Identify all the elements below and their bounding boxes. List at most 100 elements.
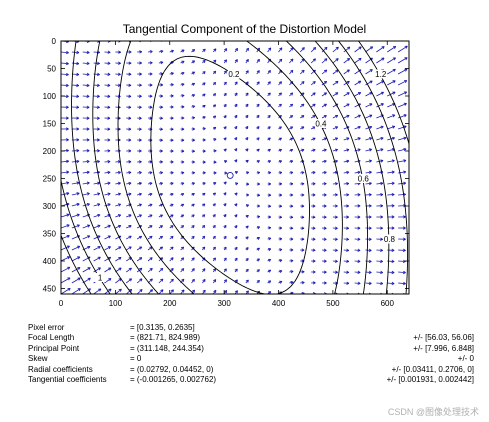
arrow-head — [138, 116, 142, 120]
displacement-arrow — [398, 171, 406, 174]
arrow-head — [170, 214, 174, 218]
displacement-arrow — [332, 137, 338, 141]
arrow-head — [65, 72, 69, 77]
arrow-head — [234, 235, 238, 240]
arrow-head — [323, 215, 327, 219]
arrow-head — [289, 115, 294, 119]
arrow-head — [234, 268, 238, 272]
arrow-head — [416, 35, 419, 37]
arrow-head — [404, 45, 408, 49]
displacement-arrow — [408, 183, 409, 184]
arrow-head — [334, 215, 338, 219]
y-tick-label: 400 — [43, 257, 57, 266]
arrow-head — [181, 49, 185, 53]
arrow-head — [191, 268, 195, 272]
arrow-head — [97, 61, 100, 65]
arrow-head — [415, 137, 418, 140]
displacement-arrow — [82, 224, 90, 229]
displacement-arrow — [354, 126, 361, 130]
arrow-head — [278, 148, 283, 152]
arrow-head — [402, 270, 406, 275]
arrow-head — [223, 192, 227, 196]
arrow-head — [170, 116, 174, 120]
arrow-head — [138, 105, 142, 109]
arrow-head — [334, 237, 338, 241]
displacement-arrow — [354, 160, 361, 163]
arrow-head — [128, 138, 132, 142]
arrow-head — [159, 182, 163, 186]
arrow-head — [380, 226, 383, 230]
arrow-head — [170, 235, 174, 239]
arrow-head — [191, 82, 196, 86]
arrow-head — [246, 193, 250, 197]
arrow-head — [223, 70, 227, 74]
arrow-head — [301, 148, 305, 152]
displacement-arrow — [354, 271, 361, 273]
arrow-head — [170, 72, 174, 76]
arrow-head — [312, 281, 316, 285]
arrow-head — [267, 160, 272, 164]
arrow-head — [149, 181, 153, 186]
arrow-head — [334, 137, 339, 141]
contour-label: 0.8 — [384, 235, 396, 244]
arrow-head — [223, 137, 227, 141]
displacement-arrow — [332, 69, 339, 75]
displacement-arrow — [136, 289, 143, 294]
arrow-head — [212, 104, 217, 108]
arrow-head — [191, 289, 196, 293]
arrow-head — [213, 149, 217, 153]
arrow-head — [212, 257, 216, 261]
displacement-arrow — [310, 47, 317, 53]
arrow-head — [234, 59, 238, 63]
arrow-head — [159, 246, 164, 250]
arrow-head — [312, 193, 316, 197]
arrow-head — [245, 257, 249, 262]
arrow-head — [66, 159, 69, 164]
displacement-arrow — [408, 150, 409, 151]
arrow-head — [415, 114, 418, 116]
arrow-head — [245, 148, 249, 152]
arrow-head — [403, 159, 407, 163]
param-row: Focal Length = (821.71, 824.989) +/- [56.0… — [28, 333, 474, 343]
contour-label: 1.2 — [375, 70, 387, 79]
arrow-head — [290, 92, 294, 96]
displacement-arrow — [93, 235, 101, 240]
displacement-arrow — [332, 58, 339, 64]
arrow-head — [346, 182, 350, 186]
arrow-head — [76, 127, 80, 131]
displacement-arrow — [365, 103, 373, 108]
displacement-arrow — [147, 289, 153, 294]
displacement-arrow — [115, 235, 122, 240]
displacement-arrow — [365, 171, 372, 174]
arrow-head — [279, 269, 283, 274]
arrow-head — [336, 36, 339, 39]
arrow-head — [246, 182, 250, 186]
arrow-head — [97, 213, 101, 218]
arrow-head — [65, 83, 69, 88]
displacement-arrow — [343, 137, 350, 141]
displacement-arrow — [343, 160, 350, 163]
arrow-head — [117, 181, 121, 186]
arrow-head — [128, 83, 132, 87]
arrow-head — [149, 235, 153, 239]
displacement-arrow — [93, 161, 100, 163]
y-tick-label: 50 — [47, 65, 56, 74]
arrow-head — [138, 94, 142, 98]
arrow-head — [86, 116, 90, 120]
arrow-head — [369, 137, 373, 141]
arrow-head — [212, 115, 217, 119]
arrow-head — [191, 235, 195, 239]
arrow-head — [86, 61, 90, 66]
displacement-arrow — [387, 148, 395, 152]
watermark-text: CSDN @图像处理技术 — [387, 407, 479, 417]
arrow-head — [256, 258, 260, 262]
arrow-head — [312, 47, 317, 51]
vector-field — [61, 35, 419, 294]
arrow-head — [312, 270, 316, 274]
arrow-head — [358, 57, 362, 61]
arrow-head — [170, 225, 174, 229]
arrow-head — [301, 226, 305, 230]
arrow-head — [346, 248, 350, 252]
arrow-head — [160, 171, 163, 175]
arrow-head — [267, 126, 271, 130]
